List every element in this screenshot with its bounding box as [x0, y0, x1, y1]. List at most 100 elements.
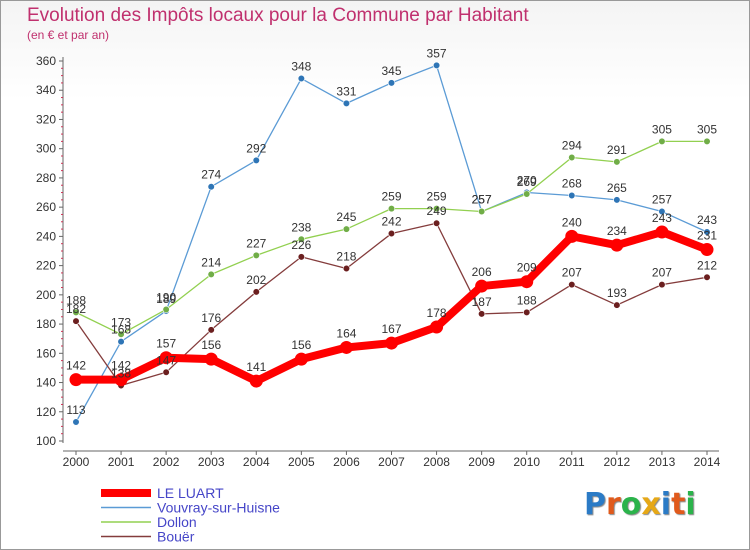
data-point: [520, 275, 534, 289]
data-label: 305: [652, 122, 672, 136]
x-tick-label: 2006: [333, 455, 360, 469]
y-tick-label: 340: [36, 83, 56, 97]
y-tick-label: 200: [36, 288, 56, 302]
data-label: 212: [697, 258, 717, 272]
data-label: 245: [336, 210, 356, 224]
chart-title: Evolution des Impôts locaux pour la Comm…: [27, 5, 529, 26]
logo-letter: x: [641, 487, 661, 522]
data-label: 188: [517, 293, 537, 307]
data-label: 167: [381, 322, 401, 336]
data-point: [342, 99, 351, 107]
data-label: 207: [652, 266, 672, 280]
data-point: [700, 243, 714, 257]
x-tick-label: 2007: [378, 455, 405, 469]
logo-letter: o: [620, 487, 642, 522]
data-label: 269: [517, 175, 537, 189]
y-tick-label: 260: [36, 200, 56, 214]
data-label: 138: [111, 366, 131, 380]
data-label: 257: [652, 193, 672, 207]
data-label: 189: [156, 292, 176, 306]
data-label: 156: [291, 338, 311, 352]
data-point: [475, 279, 489, 293]
data-label: 243: [652, 211, 672, 225]
y-tick-label: 320: [36, 112, 56, 126]
data-point: [523, 190, 531, 198]
y-tick-label: 120: [36, 405, 56, 419]
data-label: 206: [472, 265, 492, 279]
logo-letter: t: [671, 487, 686, 522]
legend-label: LE LUART: [157, 485, 224, 501]
data-label: 157: [156, 337, 176, 351]
data-point: [613, 158, 621, 166]
data-label: 259: [427, 190, 447, 204]
y-tick-label: 300: [36, 142, 56, 156]
data-point: [565, 229, 579, 243]
logo-letter: i: [685, 487, 696, 522]
data-label: 348: [291, 60, 311, 74]
data-label: 182: [66, 302, 86, 316]
data-label: 227: [246, 236, 266, 250]
data-label: 292: [246, 141, 266, 155]
legend-item: Bouër: [101, 529, 195, 545]
chart-subtitle: (en € et par an): [27, 28, 110, 42]
y-tick-label: 240: [36, 229, 56, 243]
data-label: 202: [246, 273, 266, 287]
legend-label: Bouër: [157, 529, 195, 545]
data-label: 305: [697, 122, 717, 136]
data-point: [342, 264, 351, 273]
data-label: 168: [111, 323, 131, 337]
data-label: 113: [66, 403, 85, 417]
data-label: 193: [607, 286, 627, 300]
y-tick-label: 360: [36, 54, 56, 68]
data-point: [610, 238, 624, 252]
data-labels: 113 168 189 274 292 348 331 345 357 257 270 268 265 2…: [66, 46, 717, 417]
x-tick-label: 2003: [198, 455, 225, 469]
data-label: 240: [562, 215, 582, 229]
data-point: [297, 253, 305, 261]
x-tick-label: 2010: [513, 455, 540, 469]
series-layer: [69, 61, 714, 426]
data-label: 188: [66, 293, 86, 307]
data-point: [249, 374, 263, 388]
x-tick-label: 2009: [468, 455, 495, 469]
legend-item: Vouvray-sur-Huisne: [101, 500, 280, 516]
data-label: 176: [201, 311, 221, 325]
data-point: [387, 229, 396, 238]
data-label: 268: [562, 176, 582, 190]
x-tick-label: 2001: [108, 455, 135, 469]
data-point: [117, 330, 125, 338]
data-label: 345: [381, 64, 401, 78]
data-point: [655, 225, 669, 239]
data-point: [387, 205, 396, 213]
data-point: [72, 317, 80, 325]
data-point: [114, 373, 128, 387]
data-label: 242: [381, 214, 401, 228]
data-point: [252, 156, 260, 164]
data-label: 147: [156, 353, 176, 367]
data-point: [387, 79, 396, 87]
axes: 100 120 140 160 180 200 220 240 260 280 300 320 340 3…: [36, 54, 721, 469]
y-tick-label: 220: [36, 259, 56, 273]
data-label: 357: [427, 46, 447, 60]
data-label: 274: [201, 168, 221, 182]
data-label: 178: [427, 306, 447, 320]
data-point: [478, 207, 486, 216]
data-label: 164: [336, 326, 356, 340]
data-point: [430, 320, 444, 334]
data-point: [478, 310, 486, 318]
data-label: 238: [291, 220, 311, 234]
x-tick-label: 2011: [559, 455, 585, 469]
data-point: [162, 305, 170, 314]
legend-item: Dollon: [101, 514, 197, 530]
data-point: [432, 61, 441, 69]
data-label: 226: [291, 238, 311, 252]
x-tick-label: 2004: [243, 455, 270, 469]
y-tick-label: 140: [36, 376, 56, 390]
x-tick-label: 2005: [288, 455, 315, 469]
data-label: 270: [517, 174, 537, 188]
data-point: [703, 137, 711, 145]
logo-letter: P: [584, 487, 606, 522]
data-label: 214: [201, 255, 221, 269]
data-label: 207: [562, 266, 582, 280]
